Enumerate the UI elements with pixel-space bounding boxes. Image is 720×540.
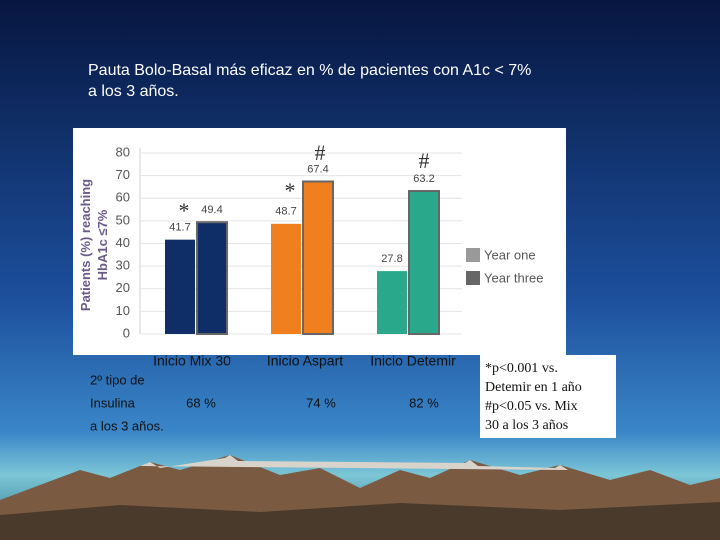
bar [271, 223, 301, 334]
y-tick-label: 60 [116, 190, 130, 205]
bar [408, 190, 440, 335]
title-line: a los 3 años. [88, 83, 179, 100]
annotation: # [315, 140, 326, 165]
footnote-line: #p<0.05 vs. Mix [485, 399, 578, 414]
y-tick-label: 0 [123, 325, 130, 340]
legend-swatch [466, 271, 480, 285]
value-label: 67.4 [307, 163, 328, 175]
table-label: a los 3 años. [90, 418, 164, 433]
title-line: Pauta Bolo-Basal más eficaz en % de paci… [88, 62, 531, 79]
annotation: * [179, 198, 190, 223]
table-value: 82 % [409, 395, 439, 410]
y-tick-label: 20 [116, 280, 130, 295]
y-tick-label: 30 [116, 258, 130, 273]
y-tick-label: 10 [116, 303, 130, 318]
x-tick-label: Inicio Detemir [370, 353, 456, 369]
footnote-line: Detemir en 1 año [485, 380, 582, 395]
legend-label: Year three [484, 270, 544, 285]
snow [140, 455, 568, 470]
bar [196, 221, 228, 335]
x-tick-label: Inicio Aspart [267, 353, 343, 369]
bar [377, 271, 407, 334]
value-label: 27.8 [381, 253, 402, 265]
value-label: 49.4 [201, 204, 222, 216]
footnote-line: *p<0.001 vs. [485, 361, 558, 376]
legend-label: Year one [484, 247, 536, 262]
y-axis-label-line: HbA1c ≤7% [95, 209, 110, 280]
legend-swatch [466, 248, 480, 262]
y-tick-label: 80 [116, 144, 130, 159]
footnote-line: 30 a los 3 años [485, 418, 568, 433]
y-tick-label: 50 [116, 212, 130, 227]
value-label: 63.2 [413, 173, 434, 185]
x-tick-label: Inicio Mix 30 [153, 353, 231, 369]
annotation: * [285, 178, 296, 203]
annotation: # [419, 148, 430, 173]
y-axis-label-line: Patients (%) reaching [78, 179, 93, 311]
value-label: 41.7 [169, 222, 190, 234]
bar [302, 180, 334, 335]
value-label: 48.7 [275, 206, 296, 218]
bar [165, 239, 195, 334]
y-tick-label: 70 [116, 167, 130, 182]
y-tick-label: 40 [116, 235, 130, 250]
table-value: 74 % [306, 395, 336, 410]
foreground [0, 502, 720, 540]
table-value: 68 % [186, 395, 216, 410]
table-label: 2º tipo de [90, 372, 145, 387]
y-axis-label: Patients (%) reaching HbA1c ≤7% [78, 179, 110, 311]
footnote-box [480, 355, 616, 438]
table-label: Insulina [90, 395, 136, 410]
